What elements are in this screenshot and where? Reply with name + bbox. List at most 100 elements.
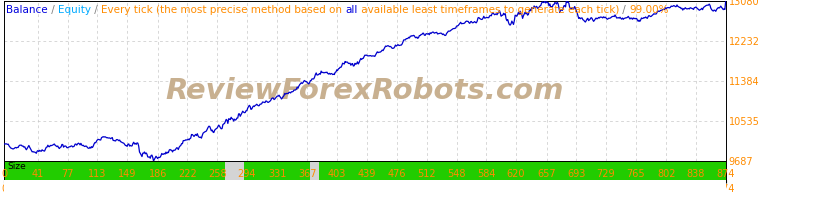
Bar bbox=[433, 161, 434, 180]
Bar bbox=[389, 161, 390, 180]
Bar bbox=[577, 161, 578, 180]
Bar bbox=[20, 161, 21, 180]
Bar bbox=[288, 161, 289, 180]
Bar bbox=[593, 161, 594, 180]
Bar bbox=[80, 161, 81, 180]
Bar bbox=[259, 161, 260, 180]
Bar bbox=[200, 161, 201, 180]
Bar bbox=[610, 161, 611, 180]
Bar bbox=[670, 161, 671, 180]
Bar bbox=[676, 161, 677, 180]
Bar bbox=[588, 161, 589, 180]
Bar bbox=[632, 161, 633, 180]
Bar bbox=[536, 161, 537, 180]
Bar bbox=[690, 161, 691, 180]
Bar bbox=[500, 161, 501, 180]
Bar bbox=[531, 161, 532, 180]
Bar bbox=[644, 161, 645, 180]
Bar bbox=[478, 161, 479, 180]
Bar bbox=[328, 161, 329, 180]
Bar bbox=[162, 161, 163, 180]
Bar bbox=[30, 161, 31, 180]
Bar bbox=[637, 161, 638, 180]
Bar bbox=[666, 161, 667, 180]
Bar bbox=[682, 161, 683, 180]
Bar bbox=[203, 161, 204, 180]
Bar bbox=[570, 161, 571, 180]
Bar bbox=[435, 161, 436, 180]
Bar bbox=[21, 161, 22, 180]
Bar bbox=[90, 161, 91, 180]
Bar bbox=[719, 161, 720, 180]
Bar bbox=[304, 161, 305, 180]
Bar bbox=[372, 161, 373, 180]
Bar bbox=[383, 161, 384, 180]
Bar bbox=[97, 161, 98, 180]
Bar bbox=[87, 161, 88, 180]
Bar bbox=[496, 161, 497, 180]
Bar bbox=[691, 161, 692, 180]
Bar bbox=[146, 161, 147, 180]
Bar bbox=[108, 161, 109, 180]
Bar bbox=[35, 161, 36, 180]
Bar bbox=[388, 161, 389, 180]
Bar bbox=[386, 161, 387, 180]
Bar bbox=[655, 161, 656, 180]
Bar bbox=[544, 161, 545, 180]
Bar bbox=[563, 161, 564, 180]
Bar bbox=[376, 161, 377, 180]
Bar bbox=[357, 161, 358, 180]
Bar bbox=[306, 161, 307, 180]
Bar bbox=[159, 161, 160, 180]
Bar bbox=[486, 161, 487, 180]
Bar bbox=[89, 161, 90, 180]
Bar bbox=[320, 161, 321, 180]
Bar bbox=[576, 161, 577, 180]
Bar bbox=[118, 161, 119, 180]
Bar bbox=[181, 161, 182, 180]
Bar bbox=[79, 161, 80, 180]
Bar bbox=[515, 161, 516, 180]
Bar bbox=[607, 161, 608, 180]
Bar bbox=[485, 161, 486, 180]
Bar bbox=[558, 161, 559, 180]
Bar bbox=[413, 161, 414, 180]
Bar bbox=[663, 161, 664, 180]
Bar bbox=[393, 161, 394, 180]
Bar bbox=[142, 161, 143, 180]
Bar bbox=[334, 161, 335, 180]
Bar bbox=[409, 161, 410, 180]
Bar bbox=[568, 161, 569, 180]
Bar bbox=[295, 161, 296, 180]
Bar bbox=[149, 161, 150, 180]
Bar bbox=[323, 161, 324, 180]
Bar bbox=[194, 161, 195, 180]
Bar bbox=[660, 161, 661, 180]
Bar bbox=[339, 161, 340, 180]
Bar bbox=[550, 161, 551, 180]
Bar bbox=[69, 161, 70, 180]
Bar bbox=[633, 161, 634, 180]
Bar bbox=[564, 161, 565, 180]
Bar bbox=[571, 161, 572, 180]
Bar bbox=[358, 161, 359, 180]
Bar bbox=[672, 161, 673, 180]
Bar bbox=[521, 161, 522, 180]
Bar bbox=[335, 161, 336, 180]
Bar bbox=[148, 161, 149, 180]
Bar bbox=[557, 161, 558, 180]
Bar bbox=[639, 161, 640, 180]
Bar bbox=[464, 161, 465, 180]
Bar bbox=[720, 161, 721, 180]
Bar bbox=[155, 161, 156, 180]
Bar bbox=[649, 161, 650, 180]
Bar bbox=[294, 161, 295, 180]
Bar bbox=[139, 161, 140, 180]
Bar bbox=[366, 161, 367, 180]
Bar bbox=[284, 161, 285, 180]
Bar bbox=[124, 161, 125, 180]
Bar bbox=[425, 161, 426, 180]
Bar bbox=[301, 161, 302, 180]
Bar bbox=[658, 161, 659, 180]
Bar bbox=[613, 161, 614, 180]
